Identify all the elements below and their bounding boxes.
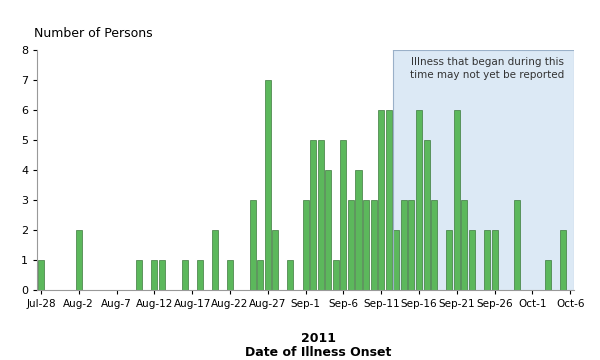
Bar [348, 200, 354, 290]
Bar [272, 230, 278, 290]
Bar [182, 260, 188, 290]
Text: Illness that began during this
time may not yet be reported: Illness that began during this time may … [410, 57, 564, 80]
Bar [424, 140, 430, 290]
Bar [461, 200, 467, 290]
Bar [159, 260, 165, 290]
Bar [151, 260, 157, 290]
Bar [197, 260, 203, 290]
Bar [409, 200, 415, 290]
Bar [355, 170, 362, 290]
Bar [310, 140, 316, 290]
Bar [454, 110, 460, 290]
Bar [287, 260, 293, 290]
Bar [401, 200, 407, 290]
Text: Date of Illness Onset: Date of Illness Onset [245, 346, 391, 359]
Bar [76, 230, 82, 290]
Bar [431, 200, 437, 290]
Bar [136, 260, 142, 290]
Bar [38, 260, 44, 290]
Bar [265, 80, 271, 290]
Bar [250, 200, 256, 290]
Bar [491, 230, 497, 290]
Bar [378, 110, 384, 290]
Text: Number of Persons: Number of Persons [34, 27, 153, 40]
Bar [469, 230, 475, 290]
Bar [484, 230, 490, 290]
Bar [394, 230, 400, 290]
Bar [363, 200, 369, 290]
Bar [371, 200, 377, 290]
Bar [302, 200, 308, 290]
Bar [545, 260, 551, 290]
Bar [392, 50, 578, 290]
Bar [333, 260, 339, 290]
Bar [560, 230, 566, 290]
Bar [340, 140, 346, 290]
Bar [446, 230, 452, 290]
Bar [212, 230, 218, 290]
Bar [257, 260, 263, 290]
Bar [227, 260, 233, 290]
Bar [317, 140, 324, 290]
Bar [416, 110, 422, 290]
Bar [325, 170, 331, 290]
Bar [514, 200, 520, 290]
Bar [386, 110, 392, 290]
Text: 2011: 2011 [301, 332, 335, 345]
